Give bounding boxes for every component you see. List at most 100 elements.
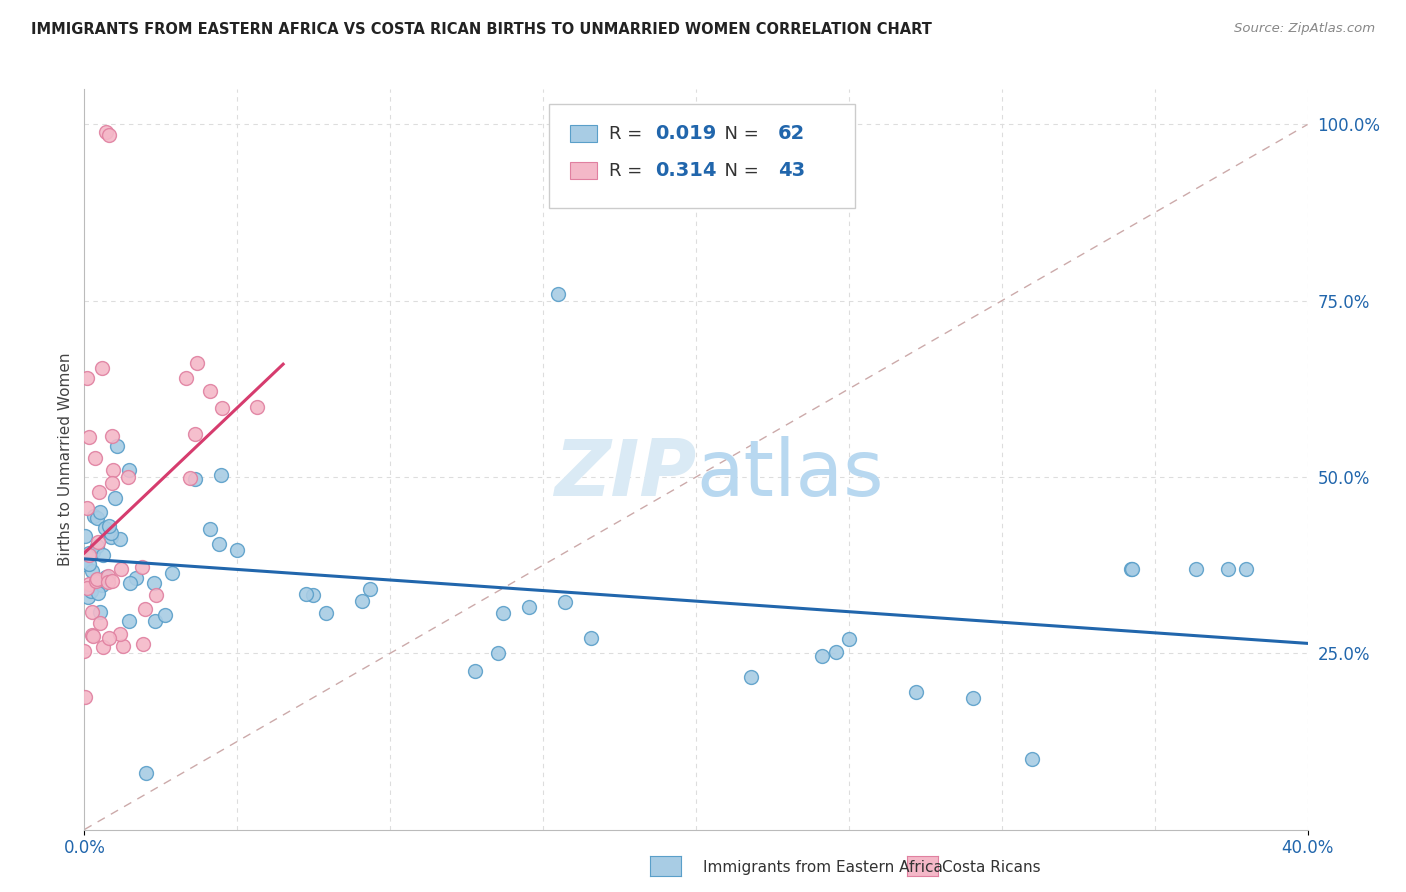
Point [350, 594, 373, 608]
Point [82, 629, 104, 643]
Point [76, 582, 98, 596]
Point [77, 546, 100, 560]
Point [105, 439, 128, 453]
Point [492, 606, 515, 620]
Point [838, 632, 860, 647]
Point [198, 384, 221, 398]
Point [101, 574, 124, 589]
Point [301, 588, 323, 602]
Point [118, 463, 141, 477]
Point [811, 649, 834, 664]
Point [73, 557, 96, 571]
Point [184, 427, 207, 442]
Point [76, 500, 98, 515]
FancyBboxPatch shape [569, 162, 598, 178]
Point [120, 575, 142, 590]
Point [186, 355, 208, 369]
Point [1184, 562, 1206, 576]
Point [1218, 562, 1240, 576]
Point [77, 590, 100, 604]
Point [86, 511, 108, 525]
Point [80, 564, 103, 578]
Point [100, 530, 122, 544]
Point [143, 576, 166, 591]
Point [200, 522, 222, 536]
Point [80, 605, 103, 619]
Point [153, 607, 176, 622]
Point [110, 561, 132, 575]
Point [83, 508, 105, 523]
Point [77, 548, 100, 562]
Point [87, 535, 110, 549]
Point [1021, 752, 1043, 766]
Point [108, 627, 131, 641]
Point [1121, 562, 1143, 576]
Point [97, 631, 120, 645]
Point [295, 587, 318, 601]
Point [132, 637, 155, 651]
Point [86, 539, 108, 553]
Text: 62: 62 [778, 124, 806, 143]
Point [73, 690, 96, 705]
Point [246, 400, 269, 414]
Point [79, 429, 101, 443]
Point [112, 640, 135, 654]
Text: 0.019: 0.019 [655, 124, 717, 143]
Point [89, 615, 111, 630]
Text: 43: 43 [778, 161, 806, 180]
Point [125, 571, 148, 585]
Text: ZIP: ZIP [554, 436, 696, 512]
Point [904, 685, 927, 699]
Point [73, 643, 96, 657]
Point [87, 586, 110, 600]
Point [104, 491, 127, 505]
Point [117, 614, 139, 628]
Point [82, 545, 104, 559]
Text: R =: R = [609, 125, 648, 143]
Point [962, 690, 984, 705]
Point [76, 371, 98, 385]
Point [79, 557, 101, 571]
Point [101, 476, 124, 491]
Point [91, 360, 114, 375]
Point [359, 582, 381, 596]
Point [100, 526, 122, 541]
Point [94, 124, 117, 138]
Point [179, 471, 201, 485]
Point [80, 628, 103, 642]
Point [86, 572, 108, 586]
Point [87, 485, 110, 500]
Text: Immigrants from Eastern Africa: Immigrants from Eastern Africa [703, 860, 943, 874]
Point [184, 472, 207, 486]
Point [160, 566, 183, 581]
Text: Source: ZipAtlas.com: Source: ZipAtlas.com [1234, 22, 1375, 36]
Point [517, 599, 540, 614]
Point [211, 401, 233, 416]
Point [135, 766, 157, 780]
Point [208, 536, 231, 550]
Point [91, 640, 114, 654]
FancyBboxPatch shape [569, 126, 598, 142]
Point [97, 575, 120, 590]
Text: N =: N = [713, 161, 765, 179]
Point [73, 529, 96, 543]
Point [145, 588, 167, 602]
Point [84, 574, 107, 589]
Point [84, 450, 107, 465]
Point [486, 646, 509, 660]
Point [1119, 562, 1142, 576]
Point [825, 645, 848, 659]
Point [101, 462, 124, 476]
Point [97, 569, 120, 583]
Point [740, 670, 762, 684]
FancyBboxPatch shape [550, 104, 855, 208]
Point [100, 428, 122, 442]
Point [554, 594, 576, 608]
Point [117, 470, 139, 484]
Point [97, 519, 120, 533]
Point [579, 631, 602, 645]
Point [110, 532, 132, 546]
Point [89, 505, 111, 519]
Point [93, 521, 115, 535]
Point [97, 128, 120, 142]
